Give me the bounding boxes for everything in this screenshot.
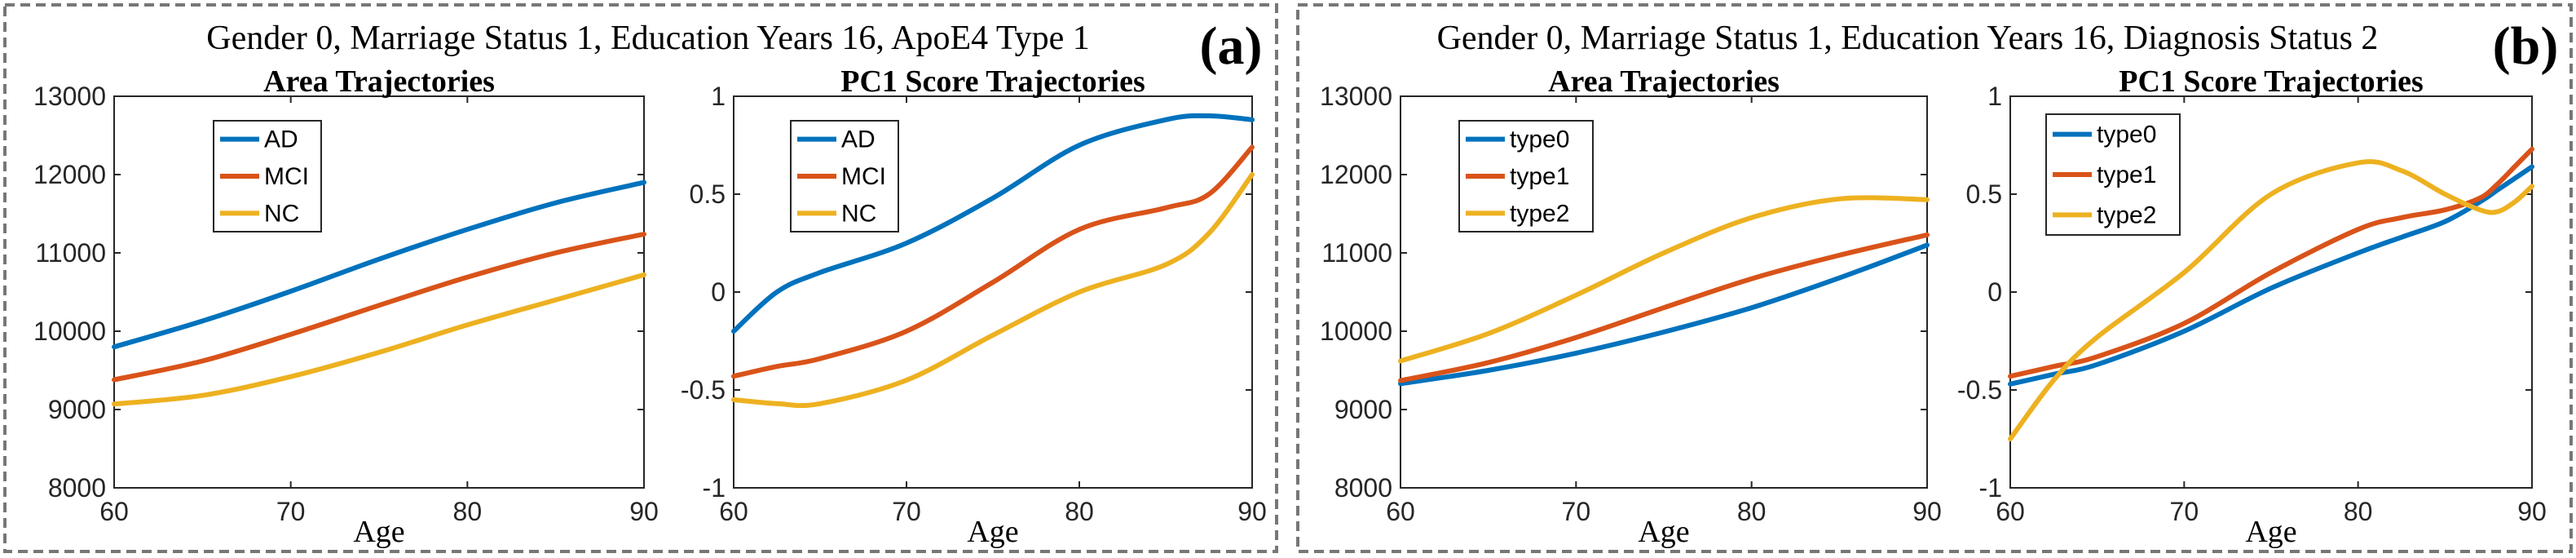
series-line-type1 xyxy=(2008,146,2534,379)
panel-a-frame xyxy=(3,3,1278,553)
y-tick-label: 0.5 xyxy=(1966,179,2002,209)
y-tick-label: 1 xyxy=(711,82,726,111)
legend-label-NC: NC xyxy=(841,200,876,227)
x-tick-label: 80 xyxy=(1737,497,1767,526)
series-line-NC xyxy=(112,272,646,407)
legend-label-type2: type2 xyxy=(1510,200,1569,227)
x-tick-label: 60 xyxy=(1996,497,2025,526)
y-tick-label: 0 xyxy=(1987,277,2002,307)
y-tick-label: 1 xyxy=(1987,82,2002,111)
chart-2: PC1 Score Trajectories 60 70 80 90 -1 -0.5 0 0.5… xyxy=(681,64,1267,549)
x-tick-label: 60 xyxy=(1386,497,1415,526)
panel-b-title: Gender 0, Marriage Status 1, Education Y… xyxy=(1437,20,2379,57)
legend-label-AD: AD xyxy=(841,126,876,153)
chart-title: PC1 Score Trajectories xyxy=(840,64,1145,99)
legend-label-MCI: MCI xyxy=(264,163,309,190)
x-tick-label: 90 xyxy=(629,497,659,526)
y-tick-label: 8000 xyxy=(1334,473,1392,503)
x-tick-label: 60 xyxy=(719,497,748,526)
y-tick-label: 11000 xyxy=(35,238,106,268)
x-axis-label: Age xyxy=(2245,515,2296,549)
chart-title: Area Trajectories xyxy=(1548,64,1780,99)
legend-label-AD: AD xyxy=(264,126,298,153)
y-tick-label: 12000 xyxy=(1320,160,1392,189)
y-tick-label: 0 xyxy=(711,277,726,307)
x-tick-label: 70 xyxy=(1562,497,1591,526)
y-tick-label: 9000 xyxy=(1334,395,1392,424)
x-tick-label: 60 xyxy=(99,497,129,526)
series-line-MCI xyxy=(112,232,646,383)
panel-a-letter: (a) xyxy=(1200,16,1263,76)
panel-a-title: Gender 0, Marriage Status 1, Education Y… xyxy=(206,20,1089,57)
x-axis-label: Age xyxy=(1638,515,1689,549)
x-tick-label: 90 xyxy=(1237,497,1267,526)
series-line-type2 xyxy=(2008,159,2534,441)
y-tick-label: 12000 xyxy=(33,160,106,189)
x-tick-label: 80 xyxy=(2344,497,2373,526)
series-line-AD xyxy=(731,113,1255,334)
legend-label-type1: type1 xyxy=(1510,163,1569,190)
y-tick-label: -1 xyxy=(703,473,726,503)
series-line-AD xyxy=(112,179,646,350)
y-tick-label: 10000 xyxy=(1320,317,1392,346)
y-tick-label: 0.5 xyxy=(690,179,726,209)
y-tick-label: -0.5 xyxy=(681,375,726,405)
chart-1: Area Trajectories 60 70 80 90 8000 9000 10000 11… xyxy=(33,64,659,549)
legend-label-NC: NC xyxy=(264,200,299,227)
series-line-MCI xyxy=(731,144,1255,379)
x-tick-label: 70 xyxy=(276,497,306,526)
y-tick-label: 13000 xyxy=(1320,82,1392,111)
legend-label-type0: type0 xyxy=(2097,122,2156,148)
y-tick-label: 8000 xyxy=(48,473,106,503)
y-tick-label: 11000 xyxy=(1321,238,1392,268)
legend-label-type2: type2 xyxy=(2097,202,2156,228)
x-tick-label: 70 xyxy=(892,497,921,526)
panel-b-letter: (b) xyxy=(2493,16,2559,76)
series-line-type0 xyxy=(2008,164,2534,387)
y-tick-label: -0.5 xyxy=(1957,375,2002,405)
x-axis-label: Age xyxy=(967,515,1018,549)
x-tick-label: 80 xyxy=(1065,497,1094,526)
legend-label-type1: type1 xyxy=(2097,162,2156,188)
x-tick-label: 70 xyxy=(2170,497,2199,526)
panel-b-frame xyxy=(1296,3,2573,553)
series-line-type0 xyxy=(1398,242,1930,387)
y-tick-label: -1 xyxy=(1979,473,2002,503)
chart-3: Area Trajectories 60 70 80 90 8000 9000 10000 11… xyxy=(1320,64,1942,549)
series-line-type1 xyxy=(1398,232,1930,383)
series-line-NC xyxy=(731,172,1255,409)
plot-area xyxy=(113,95,645,489)
series-line-type2 xyxy=(1398,195,1930,364)
x-tick-label: 90 xyxy=(1912,497,1942,526)
y-tick-label: 10000 xyxy=(33,317,106,346)
legend-label-MCI: MCI xyxy=(841,163,886,190)
chart-title: PC1 Score Trajectories xyxy=(2119,64,2424,99)
y-tick-label: 13000 xyxy=(33,82,106,111)
chart-title: Area Trajectories xyxy=(263,64,495,99)
legend-label-type0: type0 xyxy=(1510,126,1569,153)
x-tick-label: 90 xyxy=(2517,497,2547,526)
x-tick-label: 80 xyxy=(453,497,483,526)
y-tick-label: 9000 xyxy=(48,395,106,424)
chart-4: PC1 Score Trajectories 60 70 80 90 -1 -0.5 0 0.5… xyxy=(1957,64,2547,549)
x-axis-label: Age xyxy=(353,515,404,549)
